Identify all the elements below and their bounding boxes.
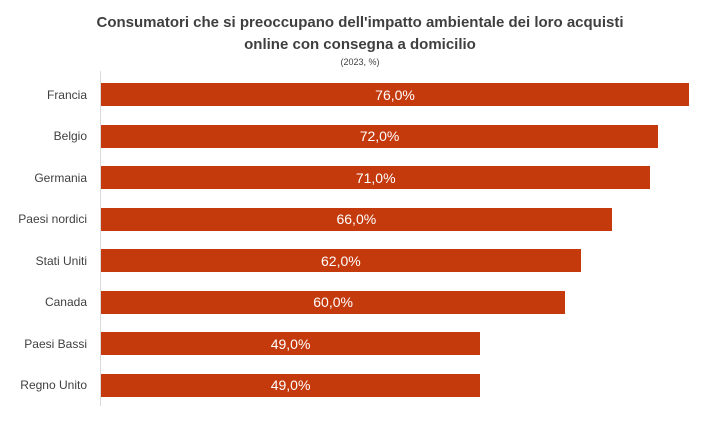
category-label: Stati Uniti [35, 253, 87, 268]
category-label: Canada [44, 295, 87, 310]
value-label: 60,0% [313, 294, 353, 311]
bar-row: Paesi Bassi 49,0% [0, 323, 720, 365]
category-label: Germania [34, 170, 87, 185]
bar-zone: 49,0% [101, 332, 720, 356]
value-label: 49,0% [270, 377, 311, 394]
category-label: Belgio [53, 129, 87, 144]
bar-zone: 62,0% [101, 249, 720, 273]
category-label: Paesi Bassi [24, 336, 87, 351]
bar-row: Canada 60,0% [0, 282, 720, 324]
bar-row: Germania 71,0% [0, 157, 720, 199]
value-label: 66,0% [336, 211, 377, 228]
bar: 72,0% [101, 124, 659, 148]
chart-subtitle: (2023, %) [340, 56, 380, 67]
bar-row: Paesi nordici 66,0% [0, 199, 720, 241]
bar: 62,0% [101, 249, 581, 273]
bar-zone: 71,0% [101, 166, 720, 190]
bar: 49,0% [101, 373, 481, 397]
plot-area: Francia 76,0% Belgio 72,0% Germania 71,0… [0, 71, 720, 406]
bar-row: Francia 76,0% [0, 74, 720, 116]
bar-zone: 76,0% [101, 83, 720, 107]
bar-row: Belgio 72,0% [0, 116, 720, 158]
bar-zone: 66,0% [101, 207, 720, 231]
bar-row: Regno Unito 49,0% [0, 365, 720, 407]
bar: 76,0% [101, 83, 690, 107]
value-label: 49,0% [270, 335, 311, 352]
bar: 49,0% [101, 332, 481, 356]
value-label: 72,0% [359, 128, 400, 145]
value-label: 62,0% [321, 252, 361, 269]
chart-title: Consumatori che si preoccupano dell'impa… [96, 14, 624, 53]
bar-zone: 72,0% [101, 124, 720, 148]
bar: 71,0% [101, 166, 651, 190]
bar-zone: 49,0% [101, 373, 720, 397]
bar-rows: Francia 76,0% Belgio 72,0% Germania 71,0… [0, 74, 720, 406]
category-label: Regno Unito [20, 378, 87, 393]
bar-row: Stati Uniti 62,0% [0, 240, 720, 282]
value-label: 71,0% [355, 169, 396, 186]
category-label: Francia [46, 87, 87, 102]
bar-zone: 60,0% [101, 290, 720, 314]
y-axis-line [100, 71, 101, 406]
bar: 66,0% [101, 207, 612, 231]
bar: 60,0% [101, 290, 566, 314]
value-label: 76,0% [375, 86, 415, 103]
category-label: Paesi nordici [18, 212, 87, 227]
